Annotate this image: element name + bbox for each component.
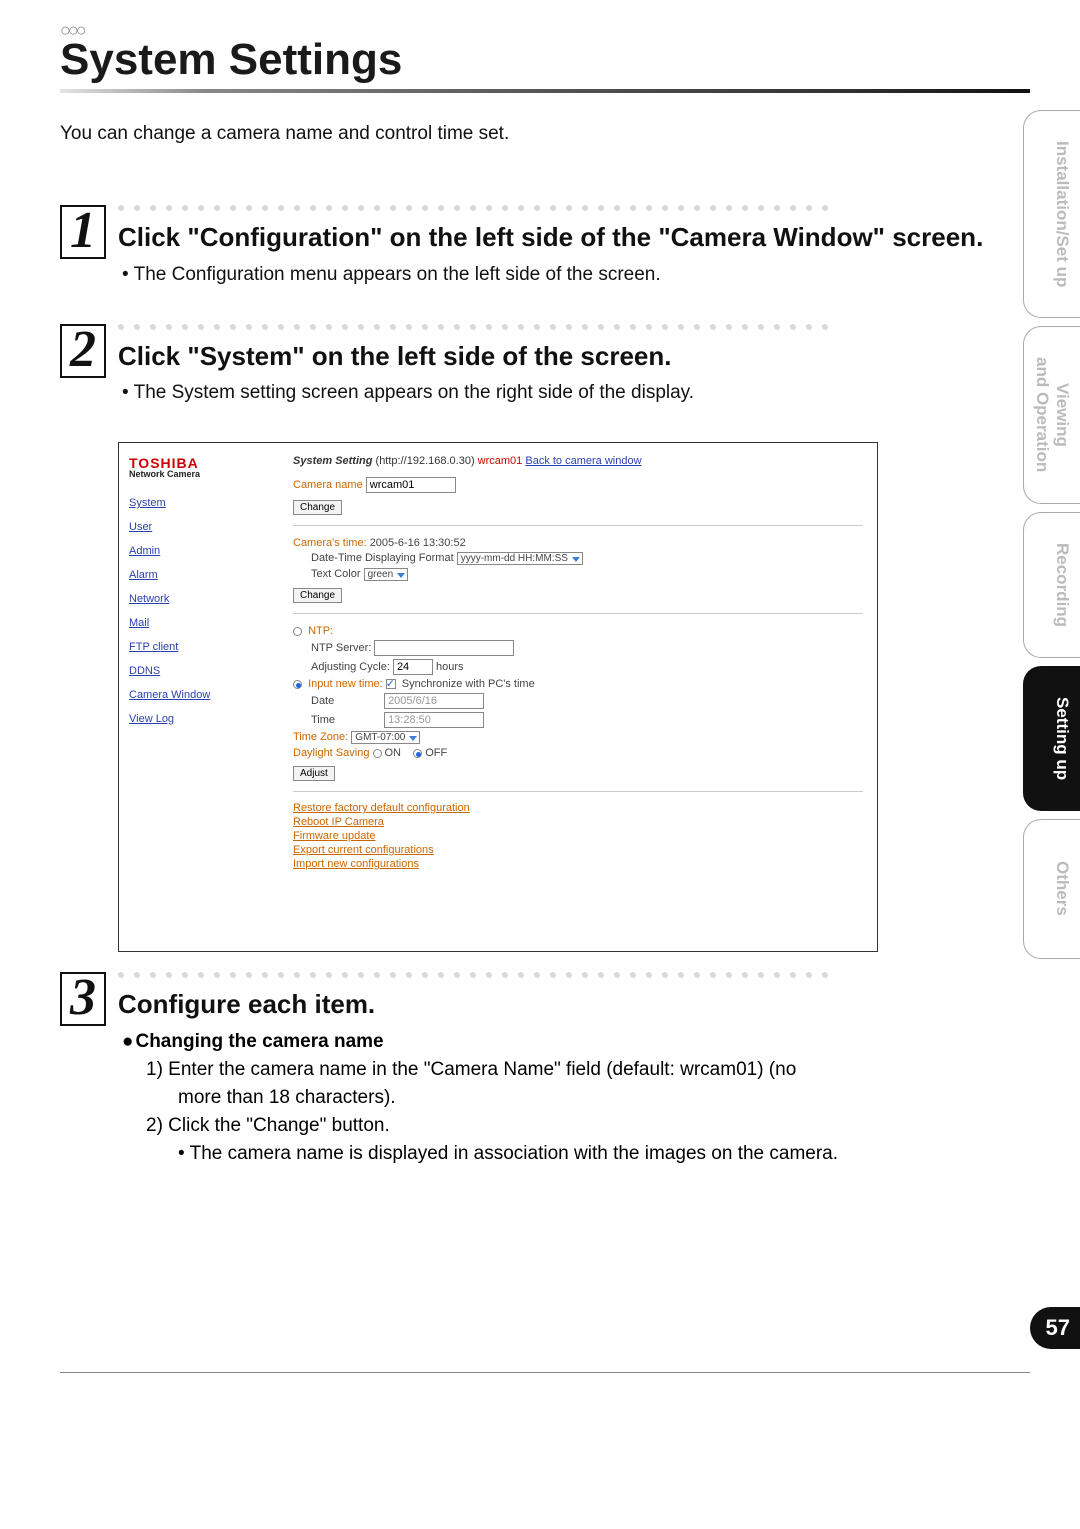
- camera-name-input[interactable]: [366, 477, 456, 493]
- tab-recording[interactable]: Recording: [1023, 512, 1080, 658]
- adjust-button[interactable]: Adjust: [293, 766, 335, 781]
- link-restore[interactable]: Restore factory default configuration: [293, 802, 863, 814]
- nav-alarm[interactable]: Alarm: [129, 569, 269, 581]
- step-3-title: Configure each item.: [118, 988, 1030, 1021]
- tab-viewing-label-b: and Operation: [1032, 357, 1052, 472]
- back-link[interactable]: Back to camera window: [525, 455, 641, 467]
- input-new-time-radio[interactable]: [293, 680, 302, 689]
- nav-mail[interactable]: Mail: [129, 617, 269, 629]
- daylight-off-radio[interactable]: [413, 749, 422, 758]
- cameras-time-label: Camera's time:: [293, 537, 367, 549]
- side-tabs: Installation/Set up Viewing and Operatio…: [1023, 110, 1080, 959]
- step-number-1: 1: [60, 205, 106, 259]
- dt-format-label: Date-Time Displaying Format: [311, 552, 454, 564]
- text-color-label: Text Color: [311, 568, 361, 580]
- camera-name-label: Camera name: [293, 479, 363, 491]
- step-2-bullet: • The System setting screen appears on t…: [122, 382, 1030, 404]
- date-input[interactable]: [384, 693, 484, 709]
- link-export[interactable]: Export current configurations: [293, 844, 863, 856]
- link-import[interactable]: Import new configurations: [293, 858, 863, 870]
- panel-camid: wrcam01: [478, 455, 523, 467]
- system-setting-screenshot: TOSHIBA Network Camera System User Admin…: [118, 442, 878, 952]
- link-reboot[interactable]: Reboot IP Camera: [293, 816, 863, 828]
- sync-pc-label: Synchronize with PC's time: [402, 678, 535, 690]
- nav-ddns[interactable]: DDNS: [129, 665, 269, 677]
- dot-row: [118, 972, 1030, 980]
- step-1-title: Click "Configuration" on the left side o…: [118, 221, 1030, 254]
- tz-label: Time Zone:: [293, 731, 348, 743]
- page-title: System Settings: [60, 35, 1030, 85]
- step-3: 3 Configure each item. Changing the came…: [60, 972, 1030, 1165]
- step-1-bullet: • The Configuration menu appears on the …: [122, 264, 1030, 286]
- tab-others-label: Others: [1053, 861, 1072, 916]
- step-3-line1: 1) Enter the camera name in the "Camera …: [146, 1059, 1030, 1081]
- input-new-time-label: Input new time:: [308, 678, 383, 690]
- step-number-3: 3: [60, 972, 106, 1026]
- text-color-select[interactable]: green: [364, 568, 409, 581]
- panel-title: System Setting: [293, 455, 372, 467]
- tab-installation-label: Installation/Set up: [1053, 141, 1072, 287]
- screenshot-main: System Setting (http://192.168.0.30) wrc…: [279, 443, 877, 951]
- footer-line: [60, 1372, 1030, 1373]
- dt-format-select[interactable]: yyyy-mm-dd HH:MM:SS: [457, 552, 583, 565]
- step-3-subhead: Changing the camera name: [122, 1031, 1030, 1053]
- nav-network[interactable]: Network: [129, 593, 269, 605]
- intro-text: You can change a camera name and control…: [60, 123, 1030, 145]
- tz-select[interactable]: GMT-07:00: [351, 731, 420, 744]
- change-button-2[interactable]: Change: [293, 588, 342, 603]
- tab-viewing-label-a: Viewing: [1052, 357, 1072, 472]
- tab-others[interactable]: Others: [1023, 819, 1080, 959]
- step-number-2: 2: [60, 324, 106, 378]
- brand-subtitle: Network Camera: [129, 469, 269, 479]
- dot-row: [118, 205, 1030, 213]
- nav-view-log[interactable]: View Log: [129, 713, 269, 725]
- dot-row: [118, 324, 1030, 332]
- nav-user[interactable]: User: [129, 521, 269, 533]
- adj-cycle-label: Adjusting Cycle:: [311, 661, 390, 673]
- step-3-line1b: more than 18 characters).: [178, 1087, 1030, 1109]
- daylight-label: Daylight Saving: [293, 747, 369, 759]
- ntp-label: NTP:: [308, 625, 333, 637]
- nav-system[interactable]: System: [129, 497, 269, 509]
- time-input[interactable]: [384, 712, 484, 728]
- change-button-1[interactable]: Change: [293, 500, 342, 515]
- step-2-title: Click "System" on the left side of the s…: [118, 340, 1030, 373]
- step-3-line2: 2) Click the "Change" button.: [146, 1115, 1030, 1137]
- time-label: Time: [311, 714, 381, 726]
- nav-camera-window[interactable]: Camera Window: [129, 689, 269, 701]
- ntp-radio[interactable]: [293, 627, 302, 636]
- tab-viewing[interactable]: Viewing and Operation: [1023, 326, 1080, 503]
- panel-url: (http://192.168.0.30): [376, 455, 475, 467]
- page-number: 57: [1030, 1307, 1080, 1349]
- step-2: 2 Click "System" on the left side of the…: [60, 324, 1030, 405]
- tab-recording-label: Recording: [1053, 543, 1072, 627]
- step-3-line3: • The camera name is displayed in associ…: [178, 1143, 1030, 1165]
- link-firmware[interactable]: Firmware update: [293, 830, 863, 842]
- tab-installation[interactable]: Installation/Set up: [1023, 110, 1080, 318]
- tab-setting-up[interactable]: Setting up: [1023, 666, 1080, 811]
- adj-cycle-unit: hours: [436, 661, 464, 673]
- on-label: ON: [385, 747, 402, 759]
- tab-setting-up-label: Setting up: [1053, 697, 1072, 780]
- ntp-server-label: NTP Server:: [311, 642, 371, 654]
- cameras-time-value: 2005-6-16 13:30:52: [370, 537, 466, 549]
- date-label: Date: [311, 695, 381, 707]
- title-underline: [60, 89, 1030, 93]
- ntp-server-input[interactable]: [374, 640, 514, 656]
- daylight-on-radio[interactable]: [373, 749, 382, 758]
- screenshot-sidebar: TOSHIBA Network Camera System User Admin…: [119, 443, 279, 951]
- nav-ftp[interactable]: FTP client: [129, 641, 269, 653]
- nav-admin[interactable]: Admin: [129, 545, 269, 557]
- adj-cycle-input[interactable]: [393, 659, 433, 675]
- off-label: OFF: [425, 747, 447, 759]
- step-1: 1 Click "Configuration" on the left side…: [60, 205, 1030, 286]
- sync-pc-checkbox[interactable]: [386, 679, 396, 689]
